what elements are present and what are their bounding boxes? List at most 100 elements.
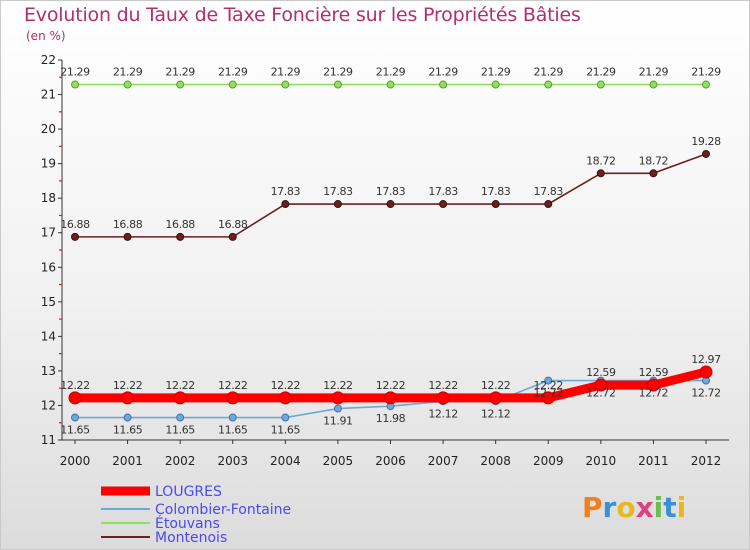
data-label: 12.22 (428, 379, 458, 392)
data-point (544, 80, 553, 89)
data-label: 11.98 (376, 412, 406, 425)
data-point (331, 391, 345, 405)
data-point (176, 80, 185, 89)
data-point (439, 80, 448, 89)
data-label: 12.59 (586, 366, 616, 379)
data-label: 11.91 (323, 415, 353, 428)
data-point (333, 404, 342, 413)
data-point (489, 391, 503, 405)
data-label: 21.29 (271, 66, 301, 79)
data-point (544, 200, 553, 209)
y-tick-label: 12 (41, 398, 56, 412)
data-label: 12.22 (271, 379, 301, 392)
x-tick-label: 2009 (533, 454, 564, 468)
data-label: 21.29 (691, 66, 721, 79)
data-label: 17.83 (534, 185, 564, 198)
data-label: 12.22 (113, 379, 143, 392)
data-label: 17.83 (271, 185, 301, 198)
data-label: 11.65 (113, 424, 143, 437)
data-label: 12.22 (218, 379, 248, 392)
data-label: 12.72 (691, 387, 721, 400)
y-tick-label: 18 (41, 191, 56, 205)
data-point (386, 80, 395, 89)
data-label: 12.59 (639, 366, 669, 379)
data-label: 12.22 (534, 379, 564, 392)
proxiti-logo: Proxiti (582, 491, 686, 524)
y-tick-label: 17 (41, 226, 56, 240)
data-point (386, 200, 395, 209)
data-point (646, 378, 660, 392)
brand-text: Proxiti (582, 491, 686, 524)
chart-title: Evolution du Taux de Taxe Foncière sur l… (24, 4, 581, 26)
data-point (71, 80, 79, 89)
data-label: 12.22 (481, 379, 511, 392)
data-label: 18.72 (639, 154, 669, 167)
data-label: 21.29 (481, 66, 511, 79)
data-label: 11.65 (60, 424, 90, 437)
y-tick-label: 11 (41, 433, 56, 447)
y-tick-label: 16 (41, 260, 56, 274)
data-point (594, 378, 608, 392)
data-point (544, 376, 553, 385)
y-tick-label: 15 (41, 295, 56, 309)
data-label: 21.29 (376, 66, 406, 79)
data-label: 16.88 (60, 218, 90, 231)
data-label: 12.22 (323, 379, 353, 392)
data-label: 17.83 (428, 185, 458, 198)
data-point (436, 391, 450, 405)
y-tick-label: 14 (41, 329, 56, 343)
x-tick-label: 2001 (112, 454, 143, 468)
data-point (71, 413, 79, 422)
data-label: 12.22 (60, 379, 90, 392)
data-point (281, 200, 290, 209)
legend: LOUGRES Colombier-FontaineÉtouvansMonteno… (101, 484, 291, 546)
x-tick-label: 2012 (691, 454, 722, 468)
data-point (173, 391, 187, 405)
data-label: 21.29 (428, 66, 458, 79)
x-tick-label: 2008 (480, 454, 511, 468)
series-lines (68, 80, 713, 422)
data-point (176, 413, 185, 422)
data-label: 21.29 (586, 66, 616, 79)
data-label: 17.83 (376, 185, 406, 198)
data-label: 16.88 (218, 218, 248, 231)
data-point (123, 80, 132, 89)
legend-label: Colombier-Fontaine (155, 502, 291, 518)
legend-label: Montenois (155, 530, 227, 546)
y-axis-unit: (en %) (26, 29, 66, 43)
data-labels: 21.29 21.29 21.29 21.29 21.29 21.29 21.29 21.29… (60, 66, 721, 437)
data-label: 21.29 (60, 66, 90, 79)
data-point (121, 391, 135, 405)
y-tick-label: 21 (41, 88, 56, 102)
data-point (228, 80, 237, 89)
data-point (281, 80, 290, 89)
x-tick-label: 2005 (323, 454, 354, 468)
legend-label: Étouvans (155, 515, 220, 532)
data-point (439, 200, 448, 209)
x-tick-label: 2007 (428, 454, 459, 468)
y-tick-label: 19 (41, 157, 56, 171)
data-label: 12.72 (586, 387, 616, 400)
data-point (702, 80, 710, 89)
x-tick-label: 2003 (217, 454, 248, 468)
data-label: 11.65 (218, 424, 248, 437)
data-label: 17.83 (323, 185, 353, 198)
data-point (596, 80, 605, 89)
data-label: 19.28 (691, 135, 721, 148)
data-label: 21.29 (165, 66, 195, 79)
data-point (702, 149, 710, 158)
data-point (71, 232, 79, 241)
x-tick-label: 2011 (638, 454, 669, 468)
data-label: 17.83 (481, 185, 511, 198)
data-point (68, 391, 82, 405)
data-point (699, 365, 713, 379)
y-tick-label: 20 (41, 122, 56, 136)
data-label: 12.97 (691, 353, 721, 366)
data-point (333, 200, 342, 209)
data-label: 12.12 (481, 407, 511, 420)
data-label: 11.65 (165, 424, 195, 437)
data-point (228, 232, 237, 241)
data-point (278, 391, 292, 405)
data-point (333, 80, 342, 89)
